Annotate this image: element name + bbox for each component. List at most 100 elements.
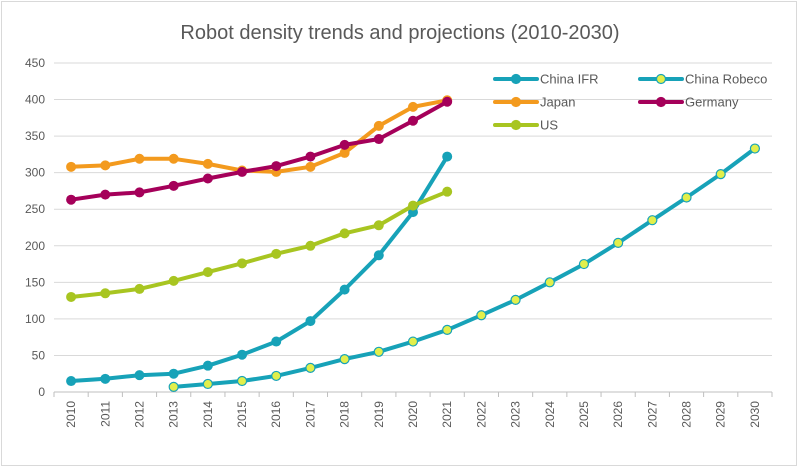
data-point (168, 275, 179, 286)
data-point (373, 134, 384, 145)
data-point (271, 370, 282, 382)
legend-item: US (493, 118, 558, 133)
data-point (373, 250, 384, 261)
y-tick-label: 450 (25, 56, 45, 70)
data-point (476, 310, 487, 321)
data-point (271, 248, 282, 259)
series-line (69, 154, 450, 383)
y-tick-label: 250 (25, 202, 45, 216)
x-tick-label: 2017 (303, 401, 317, 428)
data-point (647, 215, 658, 226)
data-point (407, 336, 419, 347)
x-tick-label: 2010 (64, 401, 78, 428)
series-line (69, 189, 450, 299)
legend-swatch-marker (510, 119, 522, 131)
data-point (202, 173, 213, 184)
x-tick-label: 2021 (440, 401, 454, 428)
data-point (305, 151, 316, 162)
legend: China IFR China Robeco Japan Germany US (493, 72, 767, 133)
data-point (305, 240, 316, 251)
x-tick-label: 2011 (98, 401, 112, 427)
data-point (442, 96, 453, 107)
legend-swatch-marker (510, 73, 522, 85)
data-point (271, 336, 282, 347)
data-point (442, 324, 453, 335)
legend-swatch-marker (655, 73, 667, 85)
data-point (66, 291, 77, 302)
data-point (613, 237, 624, 248)
x-tick-label: 2028 (680, 401, 694, 428)
data-point (271, 161, 282, 172)
x-tick-label: 2016 (269, 401, 283, 428)
data-point (373, 120, 384, 131)
gridlines (54, 62, 772, 356)
data-point (305, 316, 316, 327)
data-point (715, 169, 726, 180)
data-point (339, 228, 350, 239)
x-tick-label: 2024 (543, 401, 557, 428)
series-china-robeco (168, 143, 761, 392)
legend-item: Japan (493, 95, 575, 110)
data-point (168, 180, 179, 191)
data-point (66, 161, 77, 172)
data-point (100, 373, 111, 384)
data-point (339, 354, 350, 365)
x-tick-label: 2022 (474, 401, 488, 428)
legend-item: China Robeco (638, 72, 767, 87)
y-tick-label: 200 (25, 239, 45, 253)
x-tick-label: 2020 (406, 401, 420, 428)
data-point (168, 368, 179, 379)
data-point (408, 200, 418, 211)
x-tick-label: 2023 (509, 401, 523, 428)
data-point (339, 139, 350, 150)
x-tick-label: 2012 (132, 401, 146, 428)
series-layer (66, 95, 761, 392)
data-point (749, 143, 761, 154)
x-tick-label: 2013 (167, 401, 181, 428)
legend-swatch-marker (510, 96, 522, 108)
chart-title: Robot density trends and projections (20… (180, 22, 619, 44)
series-line (69, 98, 450, 174)
legend-item: Germany (638, 95, 739, 110)
x-tick-label: 2014 (201, 401, 215, 428)
series-germany (66, 96, 453, 205)
data-point (237, 349, 248, 360)
x-tick-label: 2018 (338, 401, 352, 428)
data-point (134, 187, 145, 198)
data-point (373, 220, 384, 231)
y-tick-label: 150 (25, 275, 45, 289)
data-point (134, 283, 145, 294)
data-point (578, 258, 590, 270)
data-point (442, 186, 453, 197)
data-point (100, 288, 111, 299)
x-tick-label: 2029 (714, 401, 728, 428)
x-tick-label: 2030 (748, 401, 762, 428)
data-point (66, 194, 77, 205)
data-point (305, 362, 316, 373)
legend-item: China IFR (493, 72, 599, 87)
data-point (202, 267, 213, 278)
x-tick-label: 2027 (645, 401, 659, 428)
x-tick-label: 2019 (372, 401, 386, 428)
data-point (237, 166, 248, 177)
x-tick-label: 2026 (611, 401, 625, 428)
legend-label: Japan (540, 95, 575, 110)
data-point (134, 153, 145, 164)
data-point (408, 101, 418, 112)
y-tick-label: 100 (25, 312, 45, 326)
axes: 0 50 100 150 200 250 300 350 400 450 2010 2011 2012 2… (25, 56, 773, 428)
data-point (408, 115, 418, 126)
data-point (339, 284, 350, 295)
data-point (100, 189, 111, 200)
series-line (69, 99, 450, 202)
series-japan (66, 95, 453, 177)
legend-label: China Robeco (685, 72, 767, 87)
y-tick-label: 350 (25, 129, 45, 143)
y-tick-label: 300 (25, 166, 45, 180)
x-tick-label: 2015 (235, 401, 249, 428)
data-point (510, 294, 521, 305)
data-point (202, 378, 213, 390)
legend-swatch-marker (655, 96, 667, 108)
data-point (237, 258, 248, 269)
